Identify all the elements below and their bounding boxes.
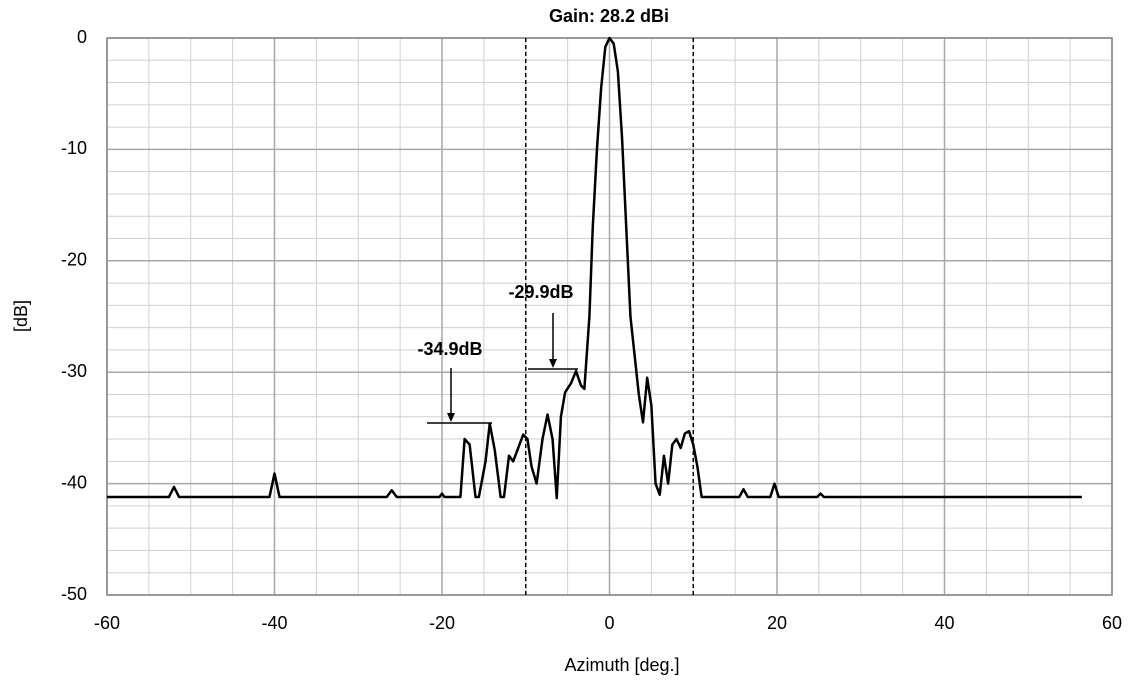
annotation: -34.9dB bbox=[417, 339, 482, 359]
y-tick-label: -10 bbox=[61, 138, 87, 158]
arrow-head bbox=[549, 359, 557, 368]
data-line bbox=[107, 36, 1082, 500]
x-tick-label: -20 bbox=[429, 613, 455, 633]
x-tick-label: -40 bbox=[261, 613, 287, 633]
x-tick-label: -60 bbox=[94, 613, 120, 633]
x-tick-label: 60 bbox=[1102, 613, 1122, 633]
y-tick-label: -40 bbox=[61, 472, 87, 492]
x-tick-label: 20 bbox=[767, 613, 787, 633]
y-tick-label: -30 bbox=[61, 361, 87, 381]
x-axis-label: Azimuth [deg.] bbox=[564, 655, 679, 675]
y-tick-label: -50 bbox=[61, 584, 87, 604]
y-tick-label: 0 bbox=[77, 27, 87, 47]
y-tick-label: -20 bbox=[61, 250, 87, 270]
chart-title: Gain: 28.2 dBi bbox=[549, 6, 669, 26]
x-tick-label: 0 bbox=[604, 613, 614, 633]
x-tick-label: 40 bbox=[934, 613, 954, 633]
annotation: -29.9dB bbox=[508, 282, 573, 302]
y-axis-label: [dB] bbox=[11, 300, 31, 332]
arrow-head bbox=[447, 413, 455, 422]
